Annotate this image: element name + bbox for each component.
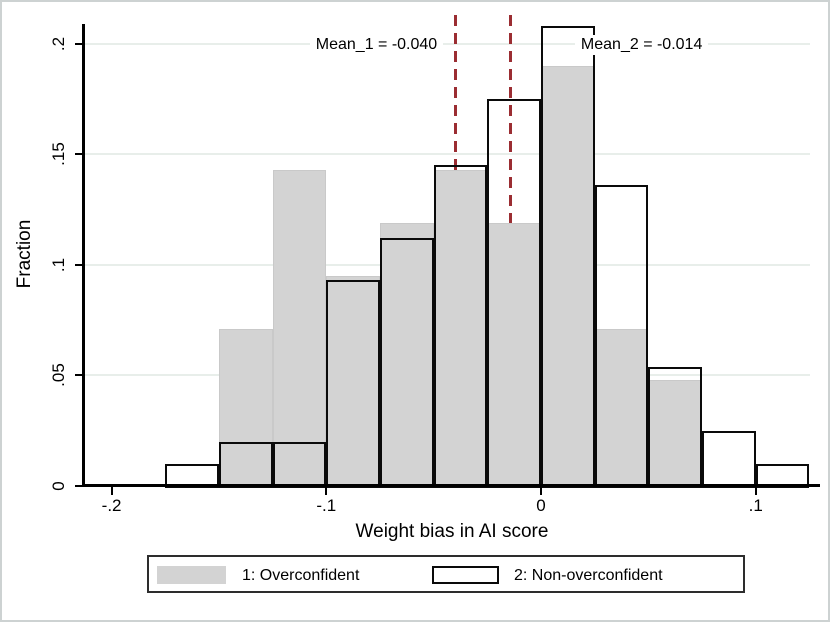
y-tick-0 bbox=[75, 485, 84, 487]
x-tick-label-0: 0 bbox=[536, 496, 546, 515]
bar-overconfident bbox=[487, 222, 541, 486]
y-tick-label-.1: .1 bbox=[49, 257, 68, 272]
y-axis-line bbox=[82, 24, 85, 487]
y-tick-label-.05: .05 bbox=[49, 363, 68, 388]
bar-non-overconfident bbox=[648, 366, 703, 488]
bar-non-overconfident bbox=[594, 185, 649, 488]
y-tick-label-.2: .2 bbox=[49, 36, 68, 51]
y-tick-.15 bbox=[75, 153, 84, 156]
x-tick--.1 bbox=[325, 487, 328, 495]
x-axis-line bbox=[82, 484, 820, 487]
x-tick-0 bbox=[540, 487, 542, 495]
y-tick-.1 bbox=[75, 263, 84, 266]
y-tick-.2 bbox=[75, 42, 84, 45]
bar-non-overconfident bbox=[379, 238, 434, 488]
legend-swatch-non-overconfident bbox=[432, 566, 499, 584]
y-tick-.05 bbox=[75, 374, 84, 377]
bar-non-overconfident bbox=[541, 25, 595, 488]
x-tick-label-.1: .1 bbox=[748, 496, 763, 515]
bar-non-overconfident bbox=[326, 280, 380, 488]
gridline-y-.2 bbox=[85, 42, 810, 45]
gridline-y-.15 bbox=[85, 153, 810, 156]
mean-annotation-1: Mean_1 = -0.040 bbox=[309, 35, 444, 55]
mean-annotation-2: Mean_2 = -0.014 bbox=[574, 35, 709, 55]
x-tick-label--.2: -.2 bbox=[101, 496, 122, 515]
legend-box: 1: Overconfident 2: Non-overconfident bbox=[147, 555, 745, 593]
bar-overconfident bbox=[272, 169, 327, 486]
y-axis-title: Fraction bbox=[14, 219, 35, 289]
bar-non-overconfident bbox=[487, 98, 541, 488]
x-tick-.1 bbox=[754, 487, 757, 495]
bar-non-overconfident bbox=[433, 165, 488, 488]
legend-swatch-overconfident bbox=[157, 566, 226, 584]
x-tick--.2 bbox=[110, 487, 113, 495]
bar-non-overconfident bbox=[272, 441, 327, 488]
y-tick-label-0: 0 bbox=[49, 481, 68, 491]
bar-overconfident bbox=[218, 328, 273, 486]
bar-non-overconfident bbox=[218, 441, 273, 488]
y-tick-label-.15: .15 bbox=[49, 142, 68, 167]
legend-label-non-overconfident: 2: Non-overconfident bbox=[514, 567, 663, 584]
x-axis-title: Weight bias in AI score bbox=[355, 521, 549, 542]
bar-non-overconfident bbox=[702, 430, 756, 488]
x-tick-label--.1: -.1 bbox=[316, 496, 337, 515]
legend-label-overconfident: 1: Overconfident bbox=[242, 567, 360, 584]
